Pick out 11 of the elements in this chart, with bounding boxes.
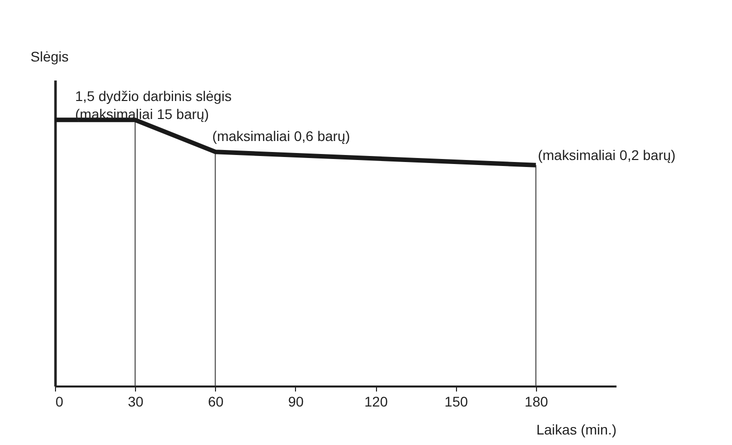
x-tick-label: 0 [56, 394, 64, 410]
annotation: (maksimaliai 0,2 barų) [538, 147, 676, 164]
y-axis-title: Slėgis [30, 48, 69, 64]
x-tick-label: 180 [524, 394, 548, 410]
x-axis-title: Laikas (min.) [536, 422, 616, 438]
x-tick-label: 90 [288, 394, 304, 410]
x-tick-label: 150 [444, 394, 468, 410]
annotation: (maksimaliai 0,6 barų) [212, 128, 350, 144]
x-tick-label: 120 [364, 394, 388, 410]
x-tick-label: 30 [128, 394, 144, 410]
x-tick-label: 60 [208, 394, 224, 410]
